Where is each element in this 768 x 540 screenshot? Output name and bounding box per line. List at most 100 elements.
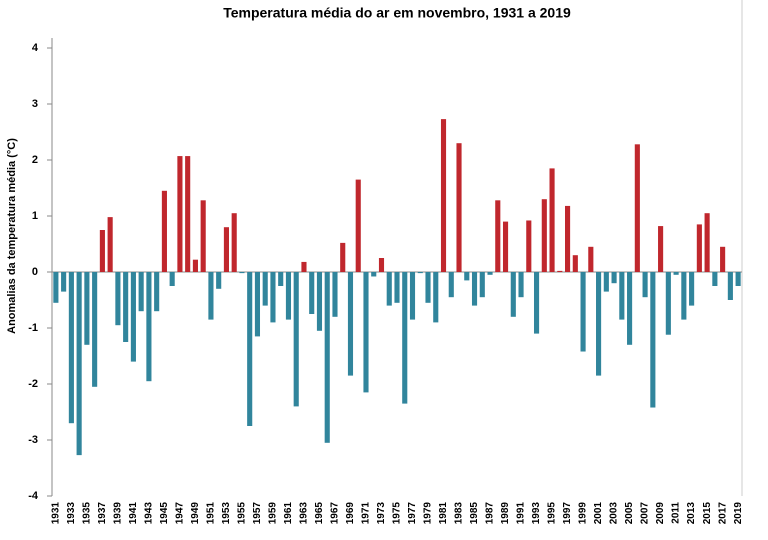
bar bbox=[185, 156, 191, 272]
bar bbox=[673, 272, 679, 275]
bar bbox=[502, 221, 509, 272]
chart-title: Temperatura média do ar em novembro, 193… bbox=[223, 5, 571, 21]
x-tick-label: 1975 bbox=[392, 502, 403, 525]
x-tick-label: 2007 bbox=[640, 502, 651, 525]
bar bbox=[53, 272, 59, 303]
y-tick-label: -1 bbox=[28, 322, 38, 334]
bar bbox=[347, 272, 354, 376]
bar bbox=[239, 272, 245, 274]
bar bbox=[456, 143, 462, 272]
bar bbox=[324, 272, 330, 443]
x-tick-label: 2019 bbox=[733, 502, 744, 525]
x-tick-label: 1991 bbox=[516, 502, 527, 525]
bar bbox=[130, 272, 136, 362]
bar bbox=[650, 272, 656, 408]
bar bbox=[332, 272, 338, 317]
y-tick-label: 1 bbox=[32, 210, 38, 222]
bar bbox=[301, 261, 307, 272]
x-tick-label: 1943 bbox=[144, 502, 155, 525]
bar bbox=[223, 227, 229, 272]
bar bbox=[665, 272, 671, 335]
bar bbox=[138, 272, 144, 312]
y-tick-label: 3 bbox=[32, 98, 38, 110]
x-tick-label: 1987 bbox=[485, 502, 496, 525]
x-tick-label: 2001 bbox=[593, 502, 604, 525]
bar bbox=[526, 220, 532, 272]
bar bbox=[549, 168, 555, 272]
y-tick-label: 4 bbox=[32, 42, 39, 54]
x-tick-label: 1951 bbox=[206, 502, 217, 525]
bar bbox=[464, 272, 470, 281]
x-tick-label: 2009 bbox=[655, 502, 666, 525]
x-tick-label: 1959 bbox=[268, 502, 279, 525]
bar bbox=[433, 272, 439, 323]
x-tick-label: 1947 bbox=[175, 502, 186, 525]
bar bbox=[720, 246, 726, 272]
bar bbox=[565, 205, 571, 272]
x-tick-label: 1937 bbox=[97, 502, 108, 525]
bar bbox=[696, 224, 702, 272]
bar bbox=[642, 272, 648, 298]
bar bbox=[146, 272, 152, 382]
bar bbox=[572, 255, 578, 272]
bar bbox=[479, 272, 485, 298]
x-tick-label: 1983 bbox=[454, 502, 465, 525]
bar bbox=[394, 272, 400, 303]
bar bbox=[727, 272, 733, 300]
x-tick-label: 2013 bbox=[686, 502, 697, 525]
bar bbox=[355, 179, 361, 272]
x-tick-label: 1941 bbox=[128, 502, 139, 525]
x-tick-label: 1965 bbox=[314, 502, 325, 525]
bar bbox=[386, 272, 392, 306]
y-axis-label: Anomalias da temperatura média (°C) bbox=[6, 138, 18, 334]
bar bbox=[208, 272, 214, 320]
bar bbox=[533, 272, 540, 334]
bar bbox=[216, 272, 222, 289]
bar bbox=[254, 272, 261, 337]
bar bbox=[417, 272, 423, 274]
x-tick-label: 2017 bbox=[717, 502, 728, 525]
bar bbox=[76, 272, 82, 456]
bar bbox=[340, 242, 346, 272]
bar bbox=[402, 272, 408, 404]
bar bbox=[61, 272, 67, 292]
bar bbox=[689, 272, 695, 306]
x-tick-label: 2003 bbox=[609, 502, 620, 525]
bar bbox=[619, 272, 625, 320]
x-tick-label: 1957 bbox=[252, 502, 263, 525]
x-tick-label: 1969 bbox=[345, 502, 356, 525]
x-tick-label: 1955 bbox=[237, 502, 248, 525]
bar bbox=[712, 272, 718, 286]
bar bbox=[440, 119, 447, 273]
x-tick-label: 1995 bbox=[547, 502, 558, 525]
y-tick-label: -3 bbox=[28, 434, 38, 446]
bar bbox=[580, 272, 586, 352]
y-tick-label: -2 bbox=[28, 378, 38, 390]
x-tick-label: 1989 bbox=[500, 502, 511, 525]
bar bbox=[735, 272, 741, 286]
bar bbox=[84, 272, 90, 345]
bar bbox=[68, 272, 74, 424]
bar bbox=[262, 272, 268, 306]
bar bbox=[92, 272, 98, 387]
x-tick-label: 1961 bbox=[283, 502, 294, 525]
bar bbox=[371, 272, 377, 277]
bar bbox=[107, 217, 113, 272]
bar bbox=[293, 272, 299, 407]
x-tick-label: 1993 bbox=[531, 502, 542, 525]
bar bbox=[231, 213, 237, 272]
x-tick-label: 2011 bbox=[671, 502, 682, 524]
bar bbox=[681, 272, 687, 320]
x-tick-label: 1953 bbox=[221, 502, 232, 525]
bar bbox=[495, 200, 501, 272]
bar bbox=[611, 272, 617, 284]
bar bbox=[285, 272, 292, 320]
bar bbox=[596, 272, 602, 376]
y-tick-label: 2 bbox=[32, 154, 38, 166]
bar bbox=[161, 190, 167, 272]
y-tick-label: 0 bbox=[32, 266, 38, 278]
x-tick-label: 1935 bbox=[82, 502, 93, 525]
bar bbox=[588, 246, 594, 272]
x-tick-label: 1967 bbox=[330, 502, 341, 525]
